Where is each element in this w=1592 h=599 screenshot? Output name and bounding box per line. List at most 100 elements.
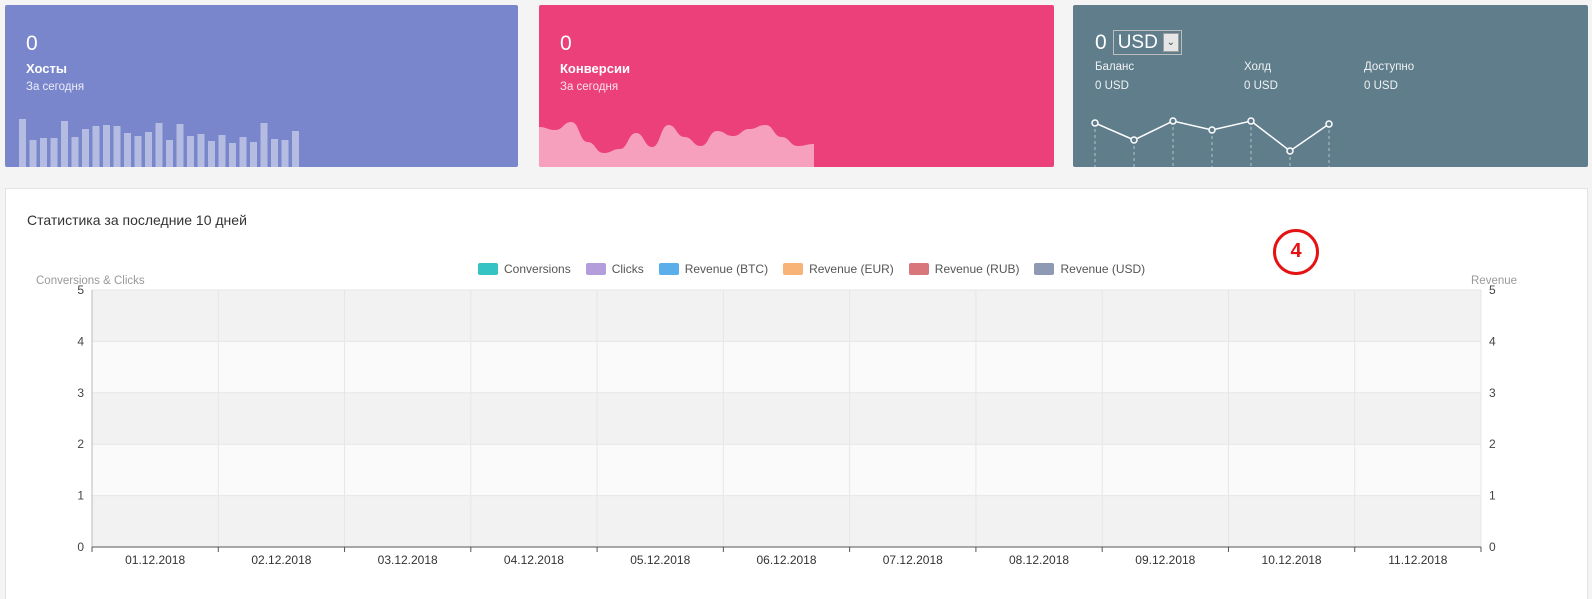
- stats-title: Статистика за последние 10 дней: [27, 212, 247, 228]
- legend-label: Revenue (BTC): [684, 262, 769, 276]
- legend-label: Revenue (RUB): [934, 262, 1020, 276]
- left-axis-title: Conversions & Clicks: [36, 275, 145, 287]
- hosts-spark-bar: [82, 129, 89, 167]
- left-y-tick-label: 2: [77, 437, 84, 451]
- x-tick-label: 09.12.2018: [1135, 553, 1195, 567]
- legend-swatch: [1034, 263, 1055, 275]
- x-tick-label: 10.12.2018: [1262, 553, 1322, 567]
- hosts-spark-bar: [197, 134, 205, 167]
- chevron-down-icon[interactable]: ⌄: [1162, 33, 1179, 52]
- hosts-spark-bar: [176, 124, 184, 167]
- available-label: Доступно: [1364, 61, 1415, 73]
- hosts-spark-bar: [145, 132, 152, 167]
- legend-swatch: [585, 263, 606, 275]
- right-y-tick-label: 3: [1489, 386, 1496, 400]
- legend-label: Revenue (USD): [1060, 262, 1146, 276]
- balance-spark-point: [1169, 117, 1177, 125]
- left-y-tick-label: 1: [77, 489, 84, 503]
- legend-item-revenue-btc[interactable]: Revenue (BTC): [658, 262, 769, 276]
- hosts-spark-bar: [187, 136, 194, 167]
- chart-grid-band: [92, 290, 1481, 342]
- right-y-tick-label: 5: [1489, 283, 1496, 297]
- hosts-spark-bar: [40, 138, 47, 167]
- available-column: Доступно 0 USD: [1364, 61, 1414, 92]
- hosts-spark-bar: [92, 126, 100, 167]
- balance-sparkline: [1091, 117, 1333, 167]
- hosts-title: Хосты: [26, 61, 67, 76]
- available-amount: 0 USD: [1364, 80, 1398, 92]
- x-tick-label: 02.12.2018: [251, 553, 311, 567]
- hosts-spark-bar: [134, 136, 142, 167]
- conversions-sparkline: [539, 122, 814, 167]
- hosts-spark-bar: [239, 137, 247, 167]
- x-tick-label: 01.12.2018: [125, 553, 185, 567]
- hosts-spark-bar: [250, 142, 257, 167]
- x-tick-label: 05.12.2018: [630, 553, 690, 567]
- hosts-card: 0 Хосты За сегодня: [5, 5, 518, 167]
- right-y-tick-label: 1: [1489, 489, 1496, 503]
- x-tick-label: 04.12.2018: [504, 553, 564, 567]
- hosts-spark-bar: [208, 141, 215, 167]
- chart-grid-band: [92, 444, 1481, 496]
- legend-swatch: [478, 263, 498, 275]
- legend-item-conversions[interactable]: Conversions: [478, 262, 571, 276]
- currency-select[interactable]: USD ⌄: [1112, 30, 1182, 55]
- right-axis-title: Revenue: [1471, 275, 1518, 287]
- hosts-spark-bar: [281, 140, 289, 167]
- hosts-spark-bar: [61, 121, 68, 167]
- balance-column: Баланс 0 USD: [1095, 61, 1134, 92]
- balance-spark-point: [1091, 119, 1099, 127]
- x-tick-label: 06.12.2018: [756, 553, 816, 567]
- legend-item-clicks[interactable]: Clicks: [585, 262, 644, 276]
- hold-label: Холд: [1244, 61, 1272, 73]
- hosts-spark-bar: [292, 131, 299, 167]
- hosts-value: 0: [26, 32, 38, 55]
- x-tick-label: 07.12.2018: [883, 553, 943, 567]
- legend-item-revenue-rub[interactable]: Revenue (RUB): [908, 262, 1020, 276]
- hosts-spark-bar: [155, 123, 163, 167]
- legend-label: Conversions: [504, 262, 571, 276]
- conversions-spark-area: [539, 122, 814, 167]
- balance-label: Баланс: [1095, 61, 1135, 73]
- conversions-value: 0: [560, 32, 572, 55]
- hosts-spark-bar: [29, 140, 37, 167]
- left-y-tick-label: 3: [77, 386, 84, 400]
- chart-grid-band: [92, 495, 1481, 547]
- right-y-tick-label: 2: [1489, 437, 1496, 451]
- chart-grid-band: [92, 392, 1481, 445]
- right-y-tick-label: 4: [1489, 334, 1496, 348]
- left-y-tick-label: 4: [77, 334, 84, 348]
- balance-card: 0 USD ⌄ Баланс 0 USD Холд 0 USD Доступно…: [1073, 5, 1588, 167]
- legend-item-revenue-eur[interactable]: Revenue (EUR): [783, 262, 894, 276]
- x-tick-label: 03.12.2018: [378, 553, 438, 567]
- legend-swatch: [783, 263, 804, 275]
- legend-swatch: [658, 263, 679, 275]
- legend-item-revenue-usd[interactable]: Revenue (USD): [1034, 262, 1145, 276]
- conversions-subtitle: За сегодня: [560, 81, 619, 93]
- hosts-subtitle: За сегодня: [26, 81, 85, 93]
- hosts-spark-bar: [166, 140, 173, 167]
- conversions-card: 0 Конверсии За сегодня: [539, 5, 1054, 167]
- hosts-sparkline: [19, 119, 299, 167]
- balance-value: 0: [1095, 30, 1107, 54]
- hosts-spark-bar: [71, 137, 79, 167]
- hosts-spark-bar: [218, 135, 226, 167]
- hosts-spark-bar: [19, 119, 26, 167]
- balance-spark-point: [1247, 117, 1255, 125]
- hold-amount: 0 USD: [1244, 80, 1278, 92]
- right-y-tick-label: 0: [1489, 540, 1496, 554]
- stats-panel: 0 0 1 1 2 2 3 3 4 4 5 5 01.12.2018 02.12.2018 03.12.20…: [5, 188, 1588, 599]
- hosts-spark-bar: [260, 123, 268, 167]
- hosts-spark-bar: [271, 139, 278, 167]
- conversions-title: Конверсии: [560, 61, 630, 76]
- x-tick-label: 08.12.2018: [1009, 553, 1069, 567]
- legend-label: Clicks: [611, 262, 644, 276]
- balance-spark-point: [1325, 120, 1333, 128]
- balance-spark-point: [1130, 136, 1138, 144]
- hold-column: Холд 0 USD: [1244, 61, 1278, 92]
- annotation-marker: 4: [1273, 229, 1319, 275]
- balance-amount: 0 USD: [1095, 80, 1129, 92]
- hosts-spark-bar: [113, 126, 121, 167]
- chart-legend: Conversions Clicks Revenue (BTC) Revenue…: [478, 262, 1160, 276]
- hosts-spark-bar: [124, 133, 131, 167]
